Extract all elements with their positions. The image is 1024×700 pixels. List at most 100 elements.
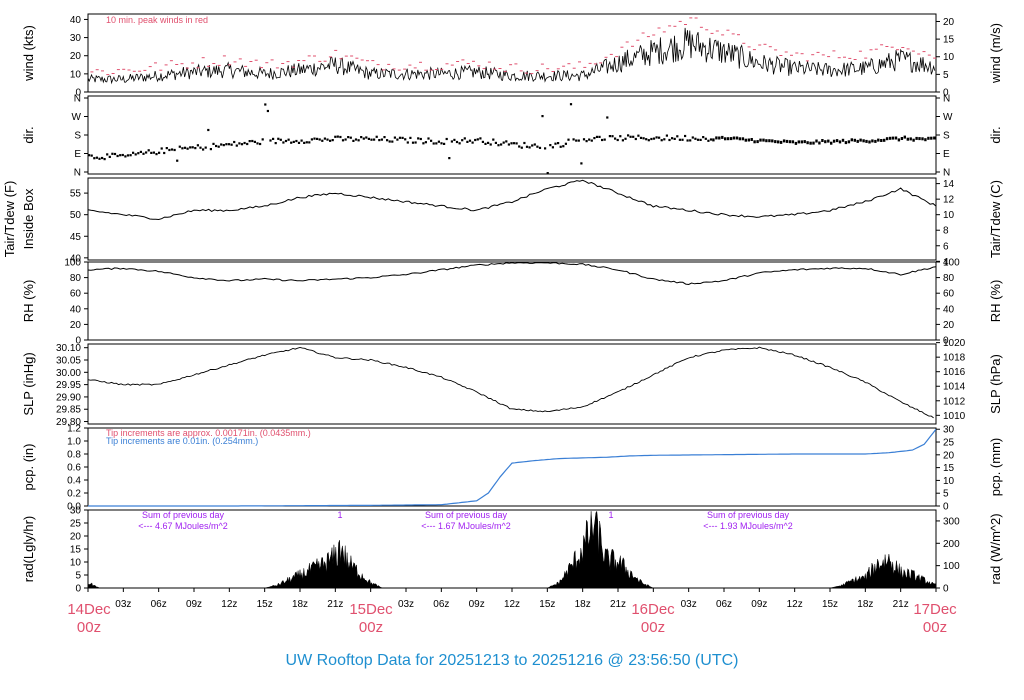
direction-point — [476, 138, 479, 141]
direction-point — [621, 139, 624, 142]
rh-left-label: RH (%) — [21, 280, 36, 323]
direction-point — [95, 156, 98, 159]
direction-point — [194, 147, 197, 150]
temp-right-tick-label: 14 — [943, 179, 955, 190]
direction-point — [673, 137, 676, 140]
direction-point — [562, 145, 565, 148]
direction-point — [98, 157, 101, 160]
direction-point — [718, 136, 721, 140]
direction-point — [575, 139, 578, 142]
direction-point — [497, 144, 500, 147]
direction-point — [487, 141, 490, 144]
y-axis-labels: wind (kts) wind (m/s) dir. dir. Tair/Tde… — [2, 23, 1003, 585]
direction-point — [479, 137, 482, 140]
direction-point — [331, 139, 334, 142]
direction-point — [321, 139, 324, 142]
direction-point — [655, 136, 658, 139]
direction-point — [489, 143, 492, 146]
direction-point — [471, 141, 474, 144]
direction-point — [367, 137, 370, 140]
direction-point — [650, 137, 653, 141]
direction-point — [318, 138, 321, 141]
time-tick-label: 12z — [787, 599, 803, 610]
day-hour-1: 00z — [359, 619, 383, 636]
pcp-right-tick-label: 10 — [943, 476, 955, 487]
direction-point — [463, 137, 466, 140]
direction-point — [386, 139, 389, 142]
direction-point — [835, 139, 839, 143]
direction-point — [632, 135, 635, 138]
direction-point — [176, 159, 179, 162]
direction-point — [93, 157, 96, 160]
direction-point — [303, 141, 306, 144]
direction-point — [484, 142, 487, 145]
direction-point — [209, 148, 212, 151]
direction-point — [227, 143, 231, 146]
pcp-left-tick-label: 0.8 — [67, 450, 81, 461]
direction-point — [765, 139, 768, 143]
direction-point — [774, 140, 777, 144]
direction-point — [292, 140, 295, 143]
direction-point — [531, 144, 534, 147]
slp-left-tick-label: 30.05 — [56, 356, 81, 367]
rh-left-tick-label: 60 — [70, 289, 82, 300]
direction-point — [352, 139, 355, 142]
direction-point — [481, 140, 484, 143]
time-tick-label: 12z — [504, 599, 520, 610]
rh-right-tick-label: 60 — [943, 289, 955, 300]
rh-left-tick-label: 40 — [70, 304, 82, 315]
rad-sum-2-line2: <--- 1.67 MJoules/m^2 — [421, 521, 511, 531]
direction-point — [310, 138, 313, 141]
direction-point — [663, 138, 666, 141]
slp-left-tick-label: 29.80 — [56, 417, 81, 428]
direction-point — [414, 141, 417, 144]
direction-point — [624, 137, 627, 140]
pcp-line — [88, 428, 937, 507]
direction-point — [233, 140, 236, 144]
direction-point — [557, 142, 560, 145]
temp-left-label-1: Tair/Tdew (F) — [2, 181, 17, 258]
direction-point — [888, 136, 892, 140]
direction-point — [121, 153, 124, 157]
direction-point — [601, 138, 604, 142]
direction-point — [927, 136, 930, 140]
direction-point — [702, 136, 705, 139]
temp-left-label-2: Inside Box — [21, 188, 36, 249]
dir-left-tick-label: N — [74, 168, 81, 179]
day-hour-2: 00z — [641, 619, 665, 636]
axis-ticks: 01020304005101520NESWNNESWN4045505546810… — [56, 15, 966, 610]
direction-point — [191, 146, 194, 149]
direction-point — [756, 140, 759, 144]
direction-point — [137, 152, 140, 155]
direction-point — [139, 150, 142, 153]
direction-point — [580, 162, 583, 165]
slp-line — [87, 346, 934, 419]
direction-point — [365, 136, 368, 139]
direction-point — [634, 137, 637, 141]
day-hour-0: 00z — [77, 619, 101, 636]
direction-point — [207, 128, 210, 132]
direction-point — [409, 136, 412, 139]
direction-point — [458, 142, 461, 145]
direction-point — [724, 137, 727, 141]
direction-point — [266, 109, 269, 113]
direction-point — [841, 138, 845, 142]
direction-point — [129, 154, 132, 157]
direction-point — [354, 138, 358, 141]
direction-point — [380, 138, 383, 141]
direction-point — [235, 144, 238, 147]
direction-point — [189, 146, 192, 149]
rad-sum-3-line2: <--- 1.93 MJoules/m^2 — [703, 521, 793, 531]
direction-point — [729, 137, 733, 141]
wind-left-tick-label: 30 — [70, 33, 82, 44]
rh-left-tick-label: 100 — [64, 258, 81, 269]
direction-point — [921, 137, 924, 141]
direction-point — [885, 137, 889, 141]
rh-left-tick-label: 0 — [75, 336, 81, 347]
rh-left-tick-label: 80 — [70, 273, 82, 284]
direction-point — [525, 145, 529, 148]
direction-point — [614, 137, 617, 140]
direction-point — [344, 138, 347, 141]
direction-point — [567, 138, 570, 141]
day-labels: 14Dec 00z 15Dec 00z 16Dec 00z 17Dec 00z — [67, 601, 957, 636]
